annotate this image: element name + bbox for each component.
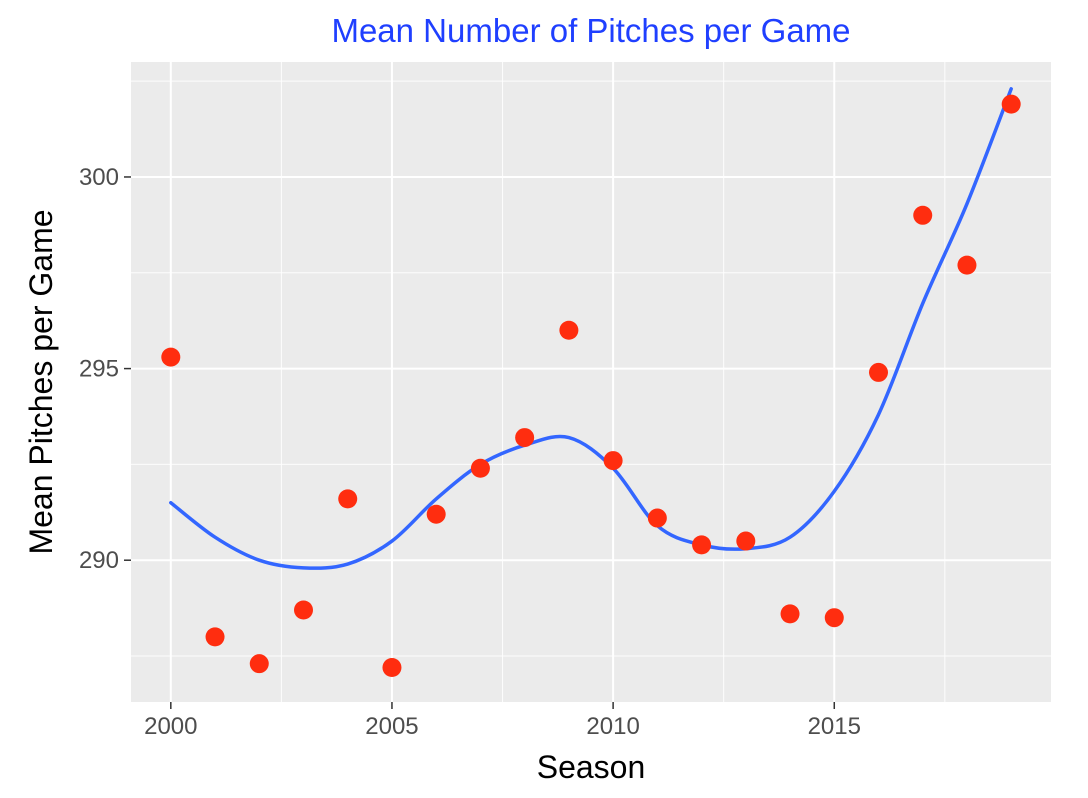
x-tick-label: 2005	[365, 713, 418, 740]
data-point	[249, 654, 269, 674]
x-tick-label: 2000	[144, 713, 197, 740]
data-point	[515, 428, 535, 448]
x-axis-title: Season	[537, 749, 646, 785]
x-tick-label: 2010	[586, 713, 639, 740]
data-point	[736, 531, 756, 551]
data-point	[294, 600, 313, 620]
smooth-line-layer	[169, 87, 1013, 570]
y-tick-label: 300	[79, 164, 119, 191]
data-point	[824, 608, 844, 628]
y-tick-label: 290	[79, 547, 119, 574]
data-point	[161, 347, 181, 367]
plot-panel	[131, 62, 1051, 702]
data-point	[559, 320, 579, 340]
data-point	[603, 451, 623, 471]
data-point	[957, 255, 977, 275]
y-axis-title: Mean Pitches per Game	[23, 209, 59, 554]
data-point	[869, 362, 888, 382]
data-point	[470, 458, 490, 478]
data-point	[647, 508, 667, 528]
data-point	[913, 205, 933, 225]
data-point	[692, 535, 712, 555]
data-point	[780, 604, 800, 624]
data-point	[205, 627, 225, 647]
chart-title: Mean Number of Pitches per Game	[331, 12, 850, 49]
smooth-trend-line	[169, 87, 1013, 570]
axes-layer: 2000 2005 2010 2015 290 295 300	[79, 164, 861, 740]
minor-grid	[131, 62, 1051, 702]
x-tick-label: 2015	[808, 713, 861, 740]
points-layer	[161, 94, 1021, 678]
y-tick-label: 295	[79, 356, 119, 383]
data-point	[1001, 94, 1021, 114]
data-point	[426, 504, 446, 524]
data-point	[382, 658, 402, 678]
data-point	[338, 489, 358, 509]
